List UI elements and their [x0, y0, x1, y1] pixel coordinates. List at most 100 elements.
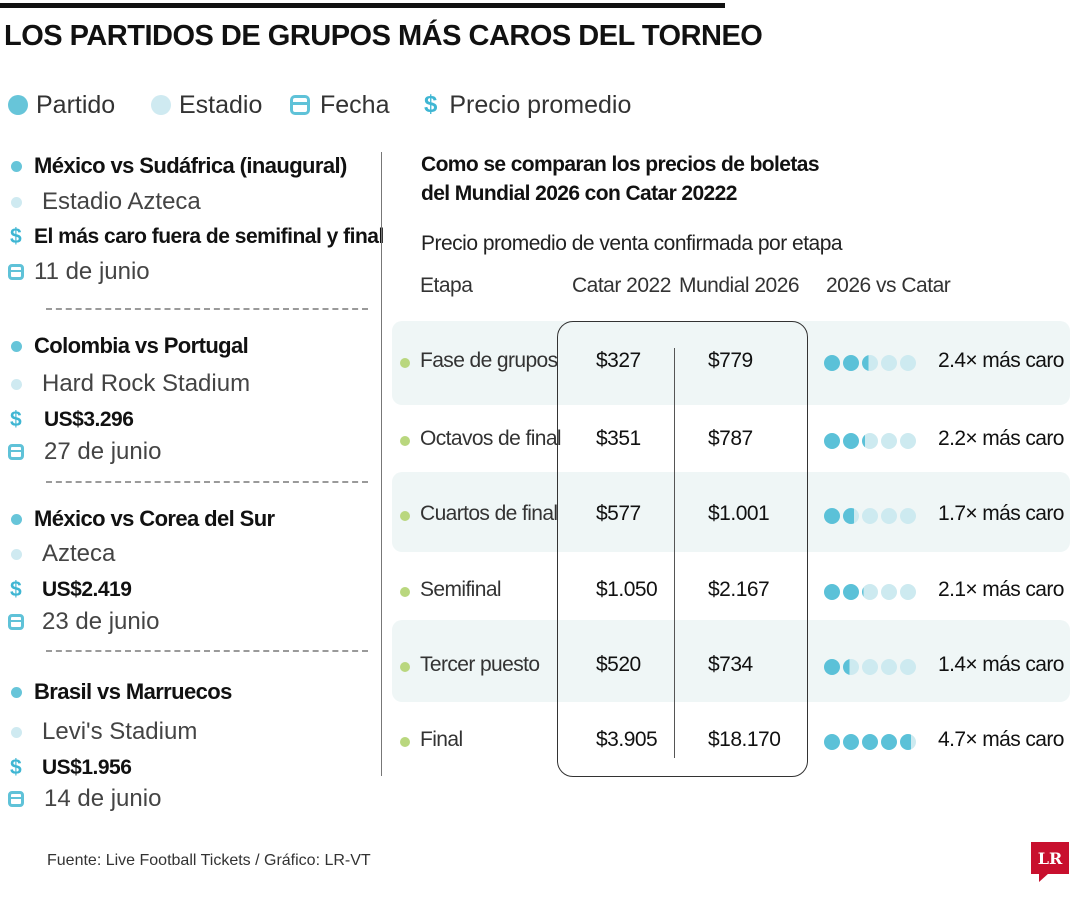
chart-subtitle: Precio promedio de venta confirmada por …	[421, 232, 843, 255]
lr-logo: LR	[1031, 842, 1069, 882]
divider	[46, 481, 368, 483]
ratio-dot	[881, 734, 897, 750]
catar-value: $351	[596, 427, 641, 450]
table-row: Cuartos de final $577 $1.001 1.7× más caro	[0, 496, 1080, 536]
ratio-dot	[881, 584, 897, 600]
match-name: México vs Corea del Sur	[34, 506, 275, 531]
ratio-dot	[824, 584, 840, 600]
table-row: Final $3.905 $18.170 4.7× más caro	[0, 722, 1080, 762]
ratio-dots	[824, 433, 924, 449]
column-divider	[381, 152, 382, 776]
ratio-dot	[900, 433, 916, 449]
ratio-dot	[843, 433, 859, 449]
stage-label: Fase de grupos	[420, 349, 558, 372]
match-price: US$1.956	[42, 756, 132, 779]
mundial-value: $734	[708, 653, 753, 676]
dollar-icon: $	[10, 578, 22, 601]
ratio-label: 2.2× más caro	[938, 427, 1064, 450]
ratio-dot	[862, 433, 878, 449]
ratio-dot	[900, 734, 916, 750]
estadio-dot-icon	[11, 548, 22, 560]
match-price: US$2.419	[42, 578, 132, 601]
ratio-dot	[900, 584, 916, 600]
stage-label: Octavos de final	[420, 427, 562, 450]
ratio-dot	[862, 584, 878, 600]
ratio-label: 1.7× más caro	[938, 502, 1064, 525]
ratio-dot	[881, 355, 897, 371]
ratio-label: 2.4× más caro	[938, 349, 1064, 372]
match-name: Brasil vs Marruecos	[34, 679, 232, 704]
ratio-dot	[881, 508, 897, 524]
dollar-icon: $	[10, 408, 22, 431]
match-name: México vs Sudáfrica (inaugural)	[34, 153, 347, 178]
row-bullet	[400, 737, 410, 747]
catar-value: $327	[596, 349, 641, 372]
match-date: 27 de junio	[44, 438, 162, 465]
ratio-dot	[843, 508, 859, 524]
divider	[46, 308, 368, 310]
table-row: Fase de grupos $327 $779 2.4× más caro	[0, 343, 1080, 383]
partido-dot-icon	[11, 340, 22, 352]
match-name: Colombia vs Portugal	[34, 333, 249, 358]
mundial-value: $18.170	[708, 728, 781, 751]
ratio-dots	[824, 584, 924, 600]
catar-value: $520	[596, 653, 641, 676]
calendar-icon	[8, 264, 24, 280]
row-shade	[392, 620, 1070, 702]
legend-fecha: Fecha	[290, 88, 389, 122]
ratio-dot	[862, 355, 878, 371]
legend-estadio: Estadio	[151, 88, 262, 122]
partido-dot-icon	[11, 513, 22, 525]
ratio-dot	[824, 355, 840, 371]
match-date: 14 de junio	[44, 785, 162, 812]
match-stadium: Estadio Azteca	[42, 188, 201, 215]
col-header-catar: Catar 2022	[572, 274, 671, 297]
ratio-dot	[824, 659, 840, 675]
estadio-dot-icon	[11, 726, 22, 738]
legend-precio: $ Precio promedio	[424, 88, 631, 122]
ratio-dot	[824, 734, 840, 750]
ratio-dot	[862, 734, 878, 750]
page-title: LOS PARTIDOS DE GRUPOS MÁS CAROS DEL TOR…	[4, 20, 763, 52]
legend-estadio-label: Estadio	[179, 90, 263, 119]
row-shade	[392, 321, 1070, 405]
ratio-dot	[881, 433, 897, 449]
estadio-dot-icon	[151, 95, 171, 115]
estadio-dot-icon	[11, 196, 22, 208]
partido-dot-icon	[11, 686, 22, 698]
ratio-label: 2.1× más caro	[938, 578, 1064, 601]
match-date: 23 de junio	[42, 608, 160, 635]
table-row: Octavos de final $351 $787 2.2× más caro	[0, 421, 1080, 461]
ratio-dot	[862, 508, 878, 524]
column-separator	[674, 348, 675, 758]
ratio-dot	[900, 508, 916, 524]
partido-dot-icon	[11, 160, 22, 172]
ratio-dot	[843, 734, 859, 750]
ratio-dot	[843, 584, 859, 600]
catar-value: $3.905	[596, 728, 658, 751]
ratio-dot	[843, 355, 859, 371]
legend-partido: Partido	[8, 88, 115, 122]
partido-dot-icon	[8, 95, 28, 115]
legend-precio-label: Precio promedio	[449, 90, 632, 119]
mundial-highlight-box	[557, 321, 808, 777]
catar-value: $1.050	[596, 578, 658, 601]
row-bullet	[400, 662, 410, 672]
ratio-label: 1.4× más caro	[938, 653, 1064, 676]
calendar-icon	[8, 444, 24, 460]
match-price: US$3.296	[44, 408, 134, 431]
ratio-dot	[824, 433, 840, 449]
row-bullet	[400, 511, 410, 521]
divider	[46, 650, 368, 652]
stage-label: Cuartos de final	[420, 502, 558, 525]
mundial-value: $2.167	[708, 578, 770, 601]
legend-partido-label: Partido	[36, 90, 116, 119]
legend-fecha-label: Fecha	[320, 90, 390, 119]
ratio-dot	[824, 508, 840, 524]
mundial-value: $1.001	[708, 502, 770, 525]
dollar-icon: $	[10, 225, 22, 248]
ratio-dots	[824, 355, 924, 371]
match-stadium: Levi's Stadium	[42, 718, 198, 745]
stage-label: Tercer puesto	[420, 653, 540, 676]
calendar-icon	[290, 95, 310, 115]
